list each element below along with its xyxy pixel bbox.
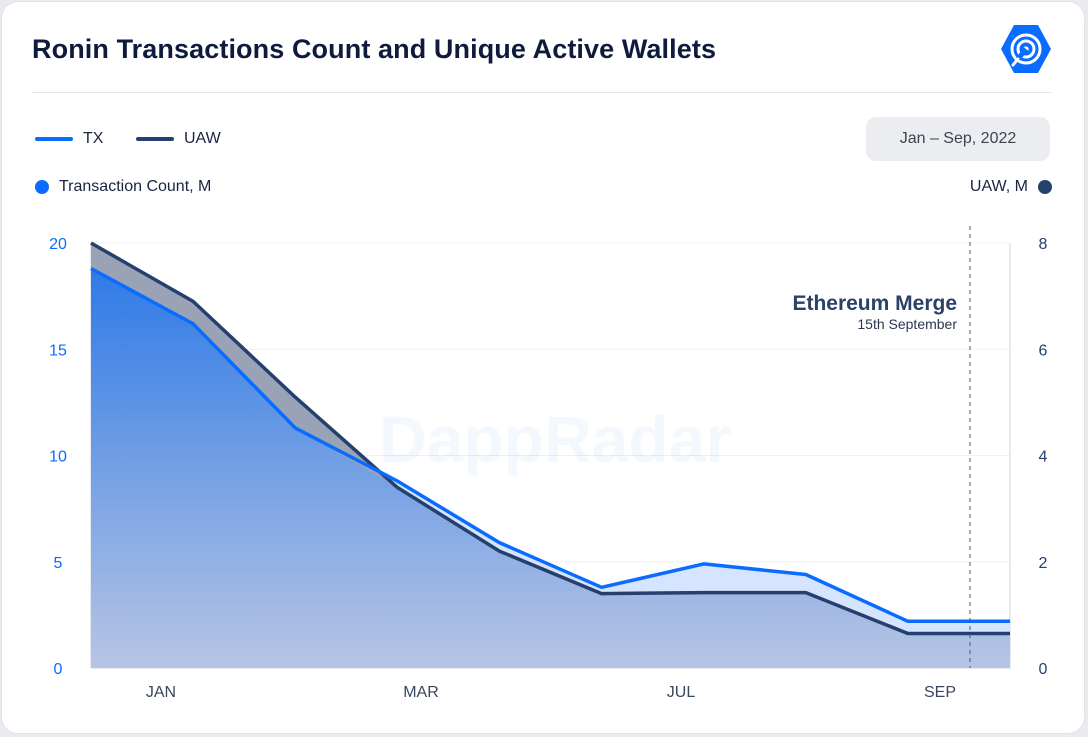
date-range-button[interactable]: Jan – Sep, 2022 (866, 117, 1050, 161)
x-tick-label: JAN (146, 684, 176, 701)
right-tick-label: 2 (1039, 555, 1048, 572)
tx-area (91, 268, 1010, 668)
left-axis-label: Transaction Count, M (59, 178, 212, 195)
tx-axis-dot (35, 180, 49, 194)
right-axis-label: UAW, M (969, 178, 1028, 195)
right-tick-label: 8 (1039, 236, 1048, 253)
legend-item-uaw[interactable]: UAW (136, 130, 221, 148)
right-tick-label: 6 (1039, 342, 1048, 359)
tx-series-line (90, 266, 1010, 624)
left-tick-label: 20 (49, 236, 67, 253)
right-axis-title: UAW, M (970, 178, 1052, 196)
right-tick-label: 0 (1039, 661, 1048, 678)
x-tick-label: JUL (667, 684, 696, 701)
left-tick-label: 0 (54, 661, 63, 678)
uaw-axis-dot (1038, 180, 1052, 194)
header-divider (32, 92, 1052, 93)
left-tick-label: 15 (49, 342, 67, 359)
uaw-series-line (90, 241, 1010, 636)
tx-legend-swatch (35, 137, 73, 141)
watermark-text: DappRadar (379, 402, 731, 476)
x-tick-label: SEP (924, 684, 956, 701)
annotation-subtitle: 15th September (857, 316, 957, 332)
legend-item-tx[interactable]: TX (35, 130, 103, 148)
uaw-legend-swatch (136, 137, 174, 141)
tx-legend-label: TX (83, 130, 104, 147)
uaw-legend-label: UAW (184, 130, 221, 147)
dappradar-logo-icon[interactable] (998, 21, 1054, 77)
right-tick-label: 4 (1039, 449, 1048, 466)
left-tick-label: 5 (54, 555, 63, 572)
left-axis-title: Transaction Count, M (35, 178, 211, 196)
chart-title: Ronin Transactions Count and Unique Acti… (32, 34, 717, 64)
x-tick-label: MAR (403, 684, 439, 701)
annotation-title: Ethereum Merge (792, 292, 957, 315)
left-tick-label: 10 (49, 449, 67, 466)
